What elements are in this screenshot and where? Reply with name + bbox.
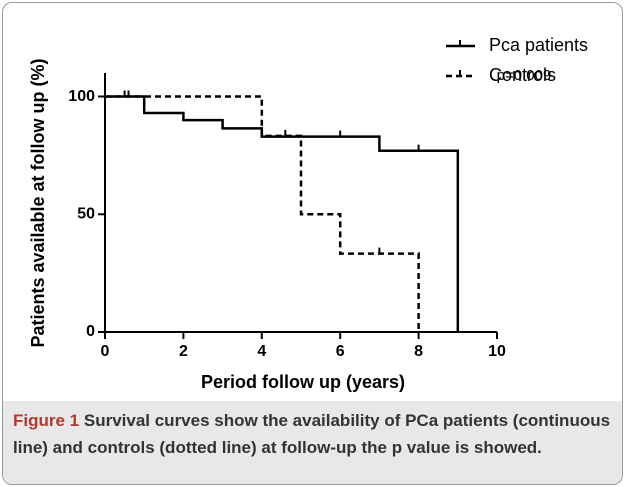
y-axis-title: Patients available at follow up (%) [28, 58, 48, 347]
x-tick-label: 8 [414, 343, 423, 360]
x-tick-label: 10 [488, 343, 506, 360]
y-tick-label: 100 [68, 88, 95, 105]
legend-label: Controls [489, 65, 556, 85]
x-tick-label: 6 [336, 343, 345, 360]
series-line [105, 95, 420, 332]
annotation: p=0.009 [497, 67, 552, 84]
x-tick-label: 4 [257, 343, 266, 360]
x-axis-title: Period follow up (years) [201, 372, 405, 392]
x-tick-label: 2 [179, 343, 188, 360]
legend-label: Pca patients [489, 35, 588, 55]
x-tick-label: 0 [101, 343, 110, 360]
caption: Figure 1 Survival curves show the availa… [3, 401, 622, 484]
y-tick-label: 0 [86, 323, 95, 340]
caption-text: Survival curves show the availability of… [13, 411, 611, 457]
chart: Patients available at follow up (%) Peri… [28, 35, 588, 392]
caption-label: Figure 1 [13, 411, 80, 430]
series-line [105, 95, 460, 332]
y-tick-label: 50 [77, 205, 95, 222]
